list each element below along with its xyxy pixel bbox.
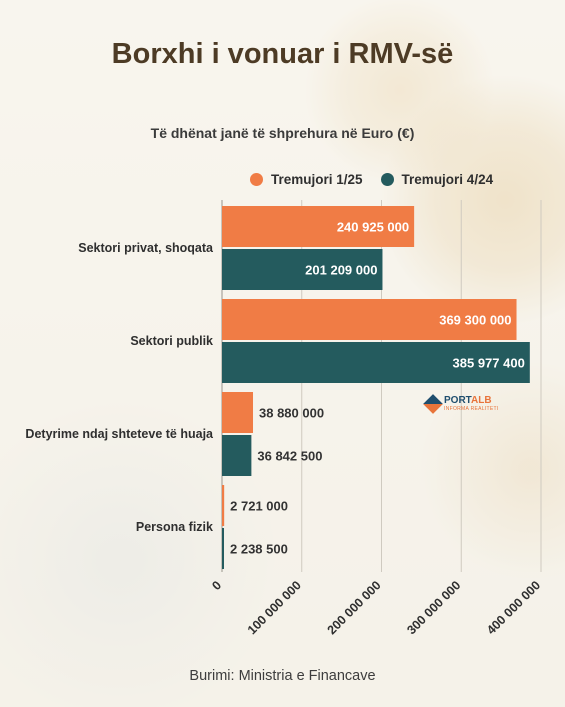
category-label-0: Sektori privat, shoqata [78,241,214,255]
logo-brand-accent: ALB [471,395,492,406]
legend-swatch-series1 [250,173,263,186]
logo-brand-main: PORT [444,395,472,406]
chart-title: Borxhi i vonuar i RMV-së [111,38,454,70]
x-tick-label-0: 0 [209,578,224,593]
data-label-1-3: 2 721 000 [230,499,288,514]
bar-1-3 [222,485,225,526]
bar-2-0 [222,249,383,290]
bar-1-2 [222,392,254,433]
portalb-logo: PORTALB INFORMA REALITETI [423,394,499,414]
source-note: Burimi: Ministria e Financave [189,668,376,684]
data-label-1-2: 38 880 000 [259,406,324,421]
x-tick-label-3: 300 000 000 [404,578,463,637]
category-label-2: Detyrime ndaj shteteve të huaja [25,427,214,441]
category-label-1: Sektori publik [130,334,213,348]
data-label-2-0: 201 209 000 [305,263,377,278]
portalb-logo-wordmark: PORTALB INFORMA REALITETI [444,396,499,413]
bar-2-3 [222,528,224,569]
legend-item-series2: Tremujori 4/24 [380,172,494,187]
bar-2-2 [222,435,252,476]
logo-brand: PORTALB [444,396,499,406]
x-tick-label-4: 400 000 000 [484,578,543,637]
x-tick-label-2: 200 000 000 [325,578,384,637]
bar-1-1 [222,299,517,340]
legend: Tremujori 1/25 Tremujori 4/24 [250,172,493,187]
chart-subtitle: Të dhënat janë të shprehura në Euro (€) [150,125,415,141]
bar-2-1 [222,342,530,383]
data-label-2-1: 385 977 400 [453,356,525,371]
legend-item-series1: Tremujori 1/25 [250,172,363,187]
legend-label-series2: Tremujori 4/24 [401,172,494,187]
logo-tagline: INFORMA REALITETI [444,406,499,412]
data-label-2-2: 36 842 500 [257,449,322,464]
category-label-3: Persona fizik [136,520,213,534]
legend-swatch-series2 [380,173,394,186]
portalb-logo-icon [423,394,443,414]
legend-label-series1: Tremujori 1/25 [271,172,363,187]
data-label-1-0: 240 925 000 [337,220,409,235]
bar-1-0 [222,206,415,247]
x-tick-label-1: 100 000 000 [245,578,304,637]
data-label-1-1: 369 300 000 [439,313,511,328]
data-label-2-3: 2 238 500 [230,542,288,557]
